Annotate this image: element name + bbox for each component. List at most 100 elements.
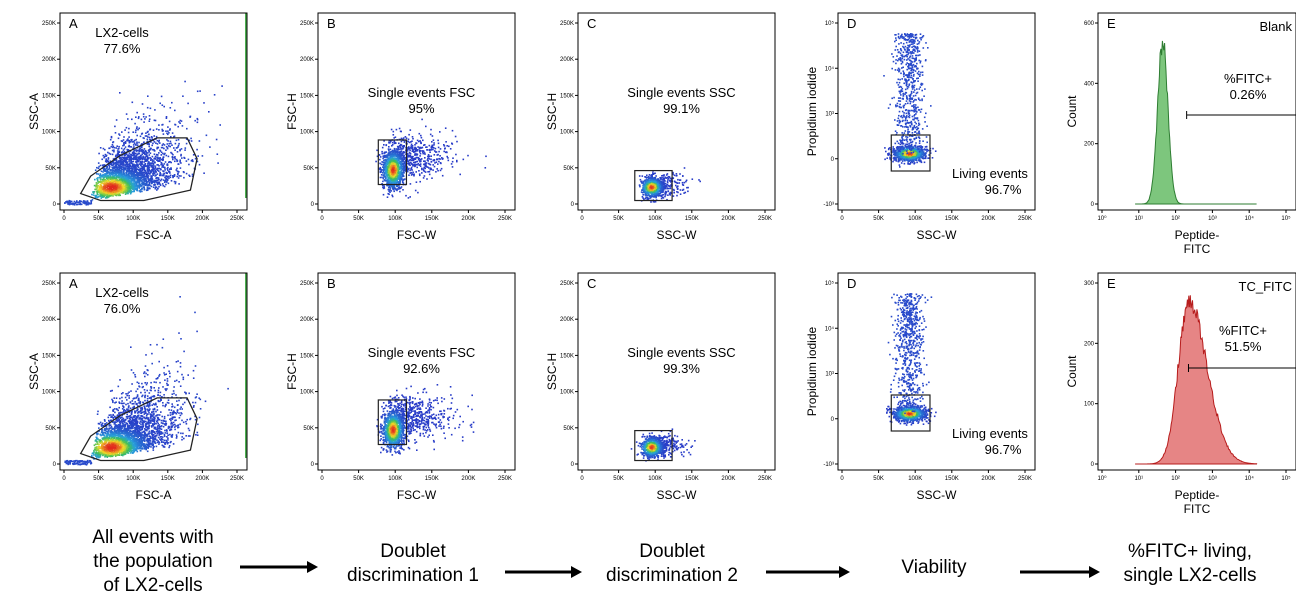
event-dot [74, 202, 77, 205]
event-dot [392, 171, 394, 173]
event-dot [107, 176, 110, 179]
event-dot [124, 140, 127, 143]
event-dot [417, 191, 419, 194]
event-dot [107, 182, 109, 185]
event-dot [157, 187, 159, 190]
event-dot [642, 188, 644, 190]
event-dot [112, 193, 115, 196]
event-dot [171, 152, 173, 155]
event-dot [120, 167, 122, 169]
event-dot [96, 191, 99, 193]
event-dot [135, 152, 137, 155]
event-dot [642, 197, 644, 199]
event-dot [138, 149, 141, 152]
event-dot [650, 174, 652, 177]
event-dot [656, 181, 658, 183]
event-dot [128, 160, 130, 162]
event-dot [388, 182, 390, 184]
event-dot [139, 174, 142, 177]
panel-letter: A [69, 16, 78, 31]
event-dot [143, 177, 145, 180]
event-dot [174, 160, 176, 163]
event-dot [389, 172, 392, 175]
event-dot [112, 187, 115, 189]
event-dot [166, 143, 169, 145]
event-dot [484, 167, 487, 169]
event-dot [414, 146, 416, 149]
event-dot [650, 189, 652, 191]
event-dot [99, 173, 102, 175]
event-dot [143, 121, 145, 123]
event-dot [138, 156, 141, 158]
event-dot [384, 175, 386, 178]
event-dot [399, 171, 402, 173]
event-dot [114, 193, 116, 196]
event-dot [79, 200, 82, 203]
x-tick-label: 100K [126, 216, 140, 222]
event-dot [125, 188, 127, 190]
event-dot [126, 158, 128, 161]
event-dot [92, 191, 94, 193]
event-dot [443, 145, 446, 147]
event-dot [94, 178, 96, 181]
event-dot [112, 172, 115, 175]
event-dot [125, 174, 128, 176]
y-tick-label: 200K [42, 57, 56, 63]
event-dot [106, 169, 109, 172]
event-dot [433, 154, 436, 156]
event-dot [160, 179, 162, 182]
event-dot [398, 127, 401, 130]
event-dot [389, 152, 392, 154]
event-dot [105, 167, 108, 170]
event-dot [135, 138, 137, 141]
event-dot [698, 179, 700, 181]
event-dot [150, 165, 152, 167]
event-dot [388, 176, 390, 179]
event-dot [412, 158, 414, 160]
event-dot [139, 157, 142, 159]
event-dot [117, 163, 119, 166]
event-dot [142, 179, 144, 181]
event-dot [418, 140, 420, 143]
event-dot [387, 188, 390, 191]
event-dot [428, 170, 431, 173]
event-dot [390, 128, 393, 131]
event-dot [162, 173, 165, 175]
event-dot [144, 165, 146, 168]
event-dot [658, 182, 661, 185]
event-dot [391, 145, 393, 147]
event-dot [116, 167, 119, 170]
event-dot [156, 156, 159, 158]
event-dot [145, 174, 148, 176]
event-dot [147, 143, 149, 145]
event-dot [116, 166, 118, 169]
event-dot [109, 185, 112, 188]
event-dot [159, 158, 161, 160]
event-dot [385, 170, 387, 173]
event-dot [111, 185, 114, 187]
event-dot [143, 158, 146, 160]
event-dot [129, 145, 131, 148]
event-dot [171, 101, 173, 104]
event-dot [153, 135, 155, 137]
event-dot [103, 193, 106, 196]
event-dot [131, 101, 134, 104]
event-dot [110, 169, 112, 171]
event-dot [419, 152, 422, 155]
event-dot [150, 162, 153, 165]
event-dot [114, 187, 116, 189]
event-dot [136, 142, 138, 145]
event-dot [424, 160, 426, 162]
event-dot [109, 176, 111, 178]
event-dot [426, 166, 429, 168]
event-dot [129, 192, 132, 195]
event-dot [419, 165, 422, 167]
event-dot [384, 177, 387, 180]
event-dot [125, 161, 128, 163]
event-dot [432, 169, 434, 171]
event-dot [415, 147, 417, 150]
event-dot [135, 177, 138, 180]
event-dot [102, 173, 104, 176]
y-tick-label: 150K [42, 93, 56, 99]
